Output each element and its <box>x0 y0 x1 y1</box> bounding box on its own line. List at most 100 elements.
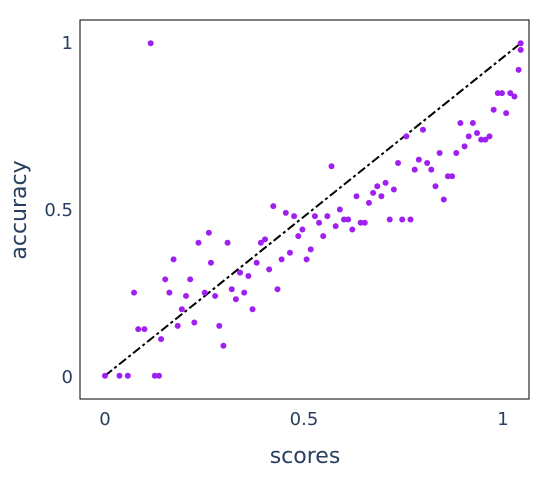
reference-line <box>104 42 522 377</box>
data-point <box>286 249 293 256</box>
data-point <box>436 149 443 156</box>
data-point <box>395 159 402 166</box>
y-tick-label-1: 0.5 <box>44 200 73 221</box>
data-point <box>187 276 194 283</box>
data-point <box>207 259 214 266</box>
data-point <box>378 193 385 200</box>
data-point <box>419 126 426 133</box>
data-point <box>365 199 372 206</box>
x-tick-label-0: 0 <box>99 409 110 430</box>
data-point <box>415 156 422 163</box>
data-point <box>328 163 335 170</box>
data-point <box>270 203 277 210</box>
data-point <box>141 326 148 333</box>
data-point <box>444 173 451 180</box>
data-point <box>183 292 190 299</box>
data-point <box>515 66 522 73</box>
data-point <box>174 322 181 329</box>
data-point <box>303 256 310 263</box>
data-point <box>478 136 485 143</box>
x-axis-title: scores <box>270 444 341 469</box>
data-point <box>490 106 497 113</box>
data-point <box>517 40 524 47</box>
data-point <box>465 133 472 140</box>
data-point <box>262 236 269 243</box>
data-point <box>361 219 368 226</box>
data-point <box>212 292 219 299</box>
data-point <box>249 306 256 313</box>
data-point <box>178 306 185 313</box>
y-axis-title: accuracy <box>7 160 32 259</box>
data-point <box>278 256 285 263</box>
data-point <box>390 186 397 193</box>
data-point <box>295 233 302 240</box>
y-tick-label-0: 0 <box>62 367 73 388</box>
data-point <box>428 166 435 173</box>
data-point <box>253 259 260 266</box>
data-point <box>274 286 281 293</box>
data-point <box>116 372 123 379</box>
data-point <box>507 90 514 97</box>
data-point <box>349 226 356 233</box>
data-point <box>320 233 327 240</box>
data-point <box>332 223 339 230</box>
data-point <box>124 372 131 379</box>
data-point <box>440 196 447 203</box>
plot-area <box>79 19 530 400</box>
data-point <box>205 229 212 236</box>
data-point <box>266 266 273 273</box>
data-point <box>162 276 169 283</box>
data-point <box>201 289 208 296</box>
data-point <box>311 213 318 220</box>
data-point <box>386 216 393 223</box>
data-point <box>170 256 177 263</box>
data-point <box>299 226 306 233</box>
x-tick-label-1: 0.5 <box>290 409 319 430</box>
data-point <box>166 289 173 296</box>
data-point <box>324 213 331 220</box>
data-point <box>220 342 227 349</box>
data-point <box>382 179 389 186</box>
data-point <box>336 206 343 213</box>
data-point <box>147 40 154 47</box>
data-point <box>216 322 223 329</box>
data-point <box>228 286 235 293</box>
data-point <box>357 219 364 226</box>
data-point <box>237 269 244 276</box>
data-point <box>498 90 505 97</box>
data-point <box>453 149 460 156</box>
data-point <box>131 289 138 296</box>
data-point <box>101 372 108 379</box>
data-point <box>307 246 314 253</box>
data-point <box>474 130 481 137</box>
data-point <box>511 93 518 100</box>
data-point <box>486 133 493 140</box>
data-point <box>316 219 323 226</box>
data-point <box>517 46 524 53</box>
data-point <box>457 120 464 127</box>
data-point <box>503 110 510 117</box>
data-point <box>494 90 501 97</box>
data-point <box>461 143 468 150</box>
data-point <box>399 216 406 223</box>
data-point <box>411 166 418 173</box>
data-point <box>340 216 347 223</box>
data-point <box>257 239 264 246</box>
data-point <box>449 173 456 180</box>
x-tick-label-2: 1 <box>497 409 508 430</box>
data-point <box>245 272 252 279</box>
data-point <box>151 372 158 379</box>
data-point <box>241 289 248 296</box>
data-point <box>282 209 289 216</box>
data-point <box>191 319 198 326</box>
data-point <box>353 193 360 200</box>
data-point <box>482 136 489 143</box>
data-point <box>424 159 431 166</box>
data-point <box>232 296 239 303</box>
data-point <box>432 183 439 190</box>
data-point <box>345 216 352 223</box>
data-point <box>407 216 414 223</box>
data-point <box>374 183 381 190</box>
data-point <box>224 239 231 246</box>
